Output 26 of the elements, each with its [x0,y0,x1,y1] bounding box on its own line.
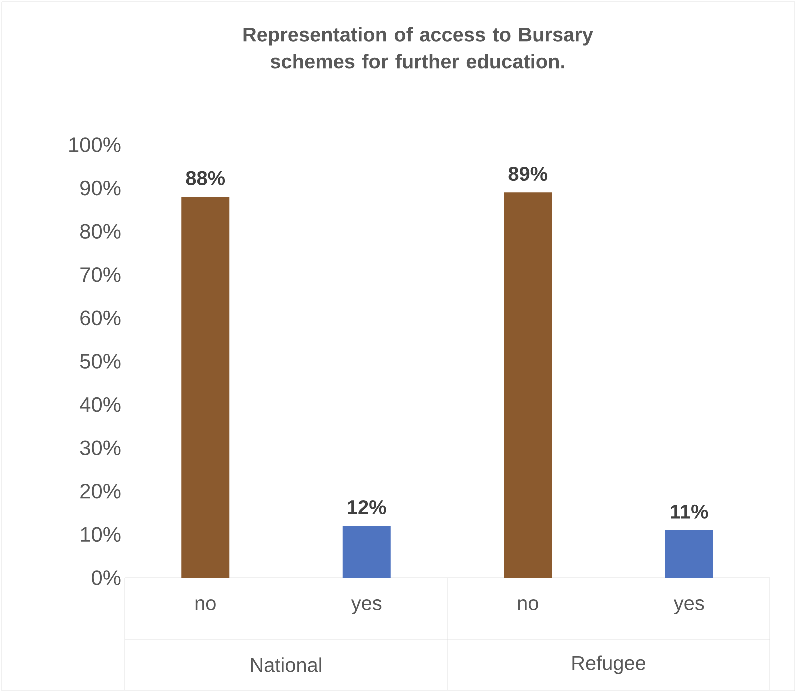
text: Refugee [572,656,646,674]
data-label: 88% [186,171,226,186]
y-tick-label: 90% [80,180,121,196]
x-tick-label: no [518,600,538,610]
chart-title: Representation of access to Bursary schemes for further education. [244,27,594,69]
y-tick-label: 0% [92,570,121,586]
text: National [251,658,322,672]
bar [504,192,552,578]
bar [342,526,391,578]
y-tick-label: 40% [80,397,121,412]
x-tick-label: yes [351,600,382,614]
bar [665,530,714,578]
y-tick-label: 70% [80,267,121,282]
y-tick-label: 60% [80,310,121,326]
data-label: 12% [348,500,386,515]
data-label: 89% [508,167,548,182]
y-tick-label: 100% [70,138,121,152]
data-label: 11% [671,504,708,519]
y-tick-label: 50% [80,354,121,369]
y-tick-label: 80% [80,224,121,239]
y-tick-label: 30% [80,440,121,456]
x-tick-label: yes [674,600,704,614]
y-tick-label: 10% [81,527,121,542]
y-tick-label: 20% [80,484,121,499]
x-tick-label: no [196,600,216,610]
bar [182,196,230,578]
